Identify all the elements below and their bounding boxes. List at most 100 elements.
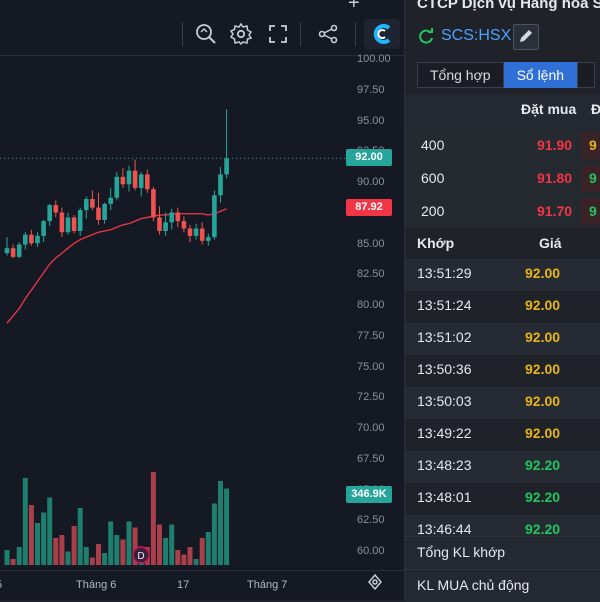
y-tick: 75.00 xyxy=(357,360,385,373)
trade-price: 92.00 xyxy=(525,361,561,377)
volume-bar xyxy=(96,544,101,565)
candle-body xyxy=(65,217,71,233)
ask-cell xyxy=(581,165,600,192)
trade-row: 13:50:36 92.00 xyxy=(405,355,600,387)
y-tick: 100.00 xyxy=(357,53,391,65)
trade-time: 13:49:22 xyxy=(417,425,472,441)
candle-body xyxy=(169,212,174,223)
volume-bar xyxy=(114,535,120,565)
tab-bar: Tổng hợp Sổ lệnh xyxy=(417,62,596,88)
y-tick: 82.50 xyxy=(357,268,385,281)
toolbar-divider xyxy=(300,22,301,46)
chart-pane[interactable]: + D 100.0097.5095.0092.5090.0087.5085.00… xyxy=(0,0,404,600)
volume-badge: 346.9K xyxy=(346,486,392,503)
orderbook-row[interactable]: 200 91.70 9 xyxy=(405,195,600,228)
candle-body xyxy=(4,248,10,254)
y-tick: 70.00 xyxy=(357,422,385,434)
ask-price-partial: 9 xyxy=(589,203,597,219)
event-marker xyxy=(132,546,150,564)
volume-bar xyxy=(163,538,169,565)
volume-bar xyxy=(132,527,138,565)
magnifier-icon[interactable] xyxy=(194,22,218,46)
trade-price: 92.00 xyxy=(525,425,561,441)
candle-body xyxy=(35,235,40,244)
trades-header: Khớp Giá xyxy=(405,229,600,259)
right-panel: CTCP Dịch vụ Hàng hóa S SCS:HSX Tổng hợp… xyxy=(404,0,600,602)
volume-bar xyxy=(35,523,40,565)
tab-order-book[interactable]: Sổ lệnh xyxy=(503,62,578,88)
trade-time: 13:50:36 xyxy=(417,361,472,377)
candle-body xyxy=(23,234,28,245)
volume-bar xyxy=(28,505,34,565)
candle-body xyxy=(138,174,144,188)
volume-bar xyxy=(53,538,59,565)
brand-logo-icon[interactable] xyxy=(364,19,400,49)
axis-settings-icon[interactable] xyxy=(366,573,384,591)
bid-volume: 400 xyxy=(421,137,445,153)
volume-bar xyxy=(218,481,223,565)
orderbook-row[interactable]: 400 91.90 9 xyxy=(405,129,600,162)
ma-value-badge: 87.92 xyxy=(346,199,392,216)
trade-price: 92.00 xyxy=(525,297,561,313)
candle-body xyxy=(157,217,162,231)
trade-row: 13:49:22 92.00 xyxy=(405,419,600,451)
volume-bar xyxy=(89,557,95,565)
volume-bar xyxy=(4,550,10,565)
volume-bar xyxy=(181,554,187,565)
trade-time: 13:51:24 xyxy=(417,297,472,313)
summary-active-buy[interactable]: KL MUA chủ động xyxy=(405,569,600,602)
y-tick: 77.50 xyxy=(357,329,385,342)
volume-bar xyxy=(77,508,83,565)
volume-bar xyxy=(224,488,230,565)
trade-time: 13:48:01 xyxy=(417,489,472,505)
trade-time: 13:51:29 xyxy=(417,265,472,281)
trade-time: 13:51:02 xyxy=(417,329,472,345)
bid-price: 91.90 xyxy=(537,137,573,153)
volume-bar xyxy=(10,559,16,565)
symbol-row: SCS:HSX xyxy=(417,24,511,48)
trades-list[interactable]: 13:51:29 92.00 13:51:24 92.00 13:51:02 9… xyxy=(405,259,600,536)
x-tick: Tháng 7 xyxy=(247,579,288,591)
trade-row: 13:51:24 92.00 xyxy=(405,291,600,323)
ask-cell xyxy=(581,132,600,159)
summary-total-matched[interactable]: Tổng KL khớp xyxy=(405,536,600,569)
x-tick: 17 xyxy=(177,579,190,591)
price-chart[interactable]: D xyxy=(0,55,355,570)
share-icon[interactable] xyxy=(316,22,340,46)
time-axis[interactable]: 5 Tháng 6 17 Tháng 7 xyxy=(0,570,404,600)
trade-price: 92.00 xyxy=(525,393,561,409)
candle-body xyxy=(84,198,89,211)
toolbar-divider xyxy=(182,22,183,46)
header-time: Khớp xyxy=(417,235,455,251)
volume-bar xyxy=(199,538,205,565)
gear-icon[interactable] xyxy=(229,22,253,46)
trade-price: 92.20 xyxy=(525,457,561,473)
volume-bar xyxy=(71,526,77,565)
volume-bar xyxy=(120,539,126,565)
candle-body xyxy=(41,221,46,236)
candle-body xyxy=(175,212,181,222)
candle-body xyxy=(96,207,101,220)
volume-bar xyxy=(187,547,193,565)
edit-button[interactable] xyxy=(513,24,539,50)
tab-more[interactable] xyxy=(577,62,596,88)
volume-bar xyxy=(41,512,47,565)
refresh-icon[interactable] xyxy=(417,27,435,45)
trade-price: 92.00 xyxy=(525,265,561,281)
orderbook-row[interactable]: 600 91.80 9 xyxy=(405,162,600,195)
fullscreen-icon[interactable] xyxy=(266,22,290,46)
volume-bar xyxy=(102,553,108,565)
y-tick: 90.00 xyxy=(357,176,385,188)
candle-body xyxy=(145,174,150,190)
active-buy-label: KL MUA chủ động xyxy=(417,577,530,593)
candle-body xyxy=(218,174,223,196)
trade-row: 13:51:29 92.00 xyxy=(405,259,600,291)
add-icon[interactable]: + xyxy=(348,0,360,14)
candle-body xyxy=(53,205,59,213)
candle-body xyxy=(151,189,156,218)
candle-body xyxy=(77,210,83,231)
tab-summary[interactable]: Tổng hợp xyxy=(417,62,504,88)
candle-body xyxy=(120,176,126,185)
trade-row: 13:48:23 92.20 xyxy=(405,451,600,483)
trade-time: 13:50:03 xyxy=(417,393,472,409)
